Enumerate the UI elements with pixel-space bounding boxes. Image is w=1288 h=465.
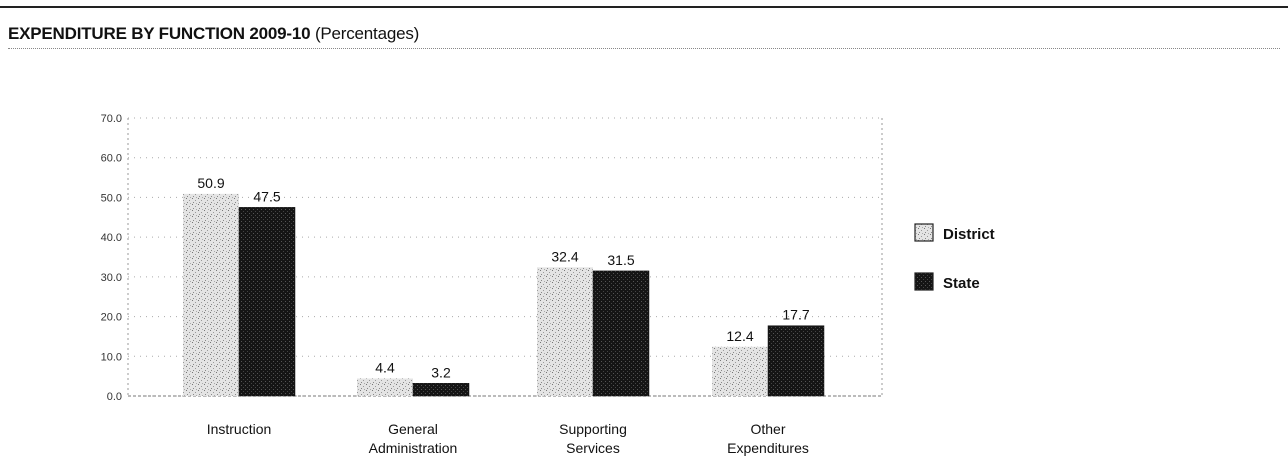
category-label: Supporting (559, 421, 627, 437)
data-label-district: 12.4 (726, 328, 753, 344)
category-label: Other (750, 421, 785, 437)
data-label-state: 47.5 (253, 188, 280, 204)
y-tick-label: 70.0 (101, 113, 122, 125)
legend-swatch-district (914, 223, 934, 242)
legend-label-state: State (943, 275, 980, 292)
bar-district (183, 193, 239, 396)
category-label: Instruction (207, 421, 272, 437)
data-label-district: 4.4 (375, 360, 395, 376)
y-tick-label: 50.0 (101, 192, 122, 204)
bar-state (592, 270, 650, 397)
category-label: Administration (369, 440, 458, 456)
bar-district (357, 378, 413, 396)
category-label: Services (566, 440, 620, 456)
y-tick-label: 10.0 (101, 351, 122, 363)
bar-state (767, 325, 825, 397)
legend-swatch-state (914, 272, 934, 291)
plot-area: 0.0 10.0 20.0 30.0 40.0 50.0 60.0 70.0 50.9 47.5 I… (101, 113, 995, 456)
bar-district (537, 267, 593, 396)
y-tick-label: 20.0 (101, 312, 122, 324)
y-tick-label: 40.0 (101, 232, 122, 244)
bar-state (238, 207, 296, 397)
chart-title-unit: (Percentages) (314, 24, 420, 43)
data-label-district: 50.9 (197, 175, 224, 191)
top-rule (0, 6, 1288, 8)
y-tick-label: 30.0 (101, 272, 122, 284)
bar-state (412, 383, 470, 397)
data-label-district: 32.4 (551, 248, 578, 264)
title-divider (8, 48, 1280, 49)
category-label: Expenditures (727, 440, 809, 456)
data-label-state: 17.7 (782, 307, 809, 323)
y-tick-label: 60.0 (101, 153, 122, 165)
chart-title: EXPENDITURE BY FUNCTION 2009-10 (Percent… (8, 24, 419, 44)
data-label-state: 3.2 (431, 364, 451, 380)
chart-title-main: EXPENDITURE BY FUNCTION 2009-10 (8, 24, 311, 43)
legend-label-district: District (943, 226, 995, 243)
y-tick-label: 0.0 (107, 391, 122, 403)
category-label: General (388, 421, 438, 437)
data-label-state: 31.5 (607, 252, 634, 268)
bar-district (712, 346, 768, 396)
